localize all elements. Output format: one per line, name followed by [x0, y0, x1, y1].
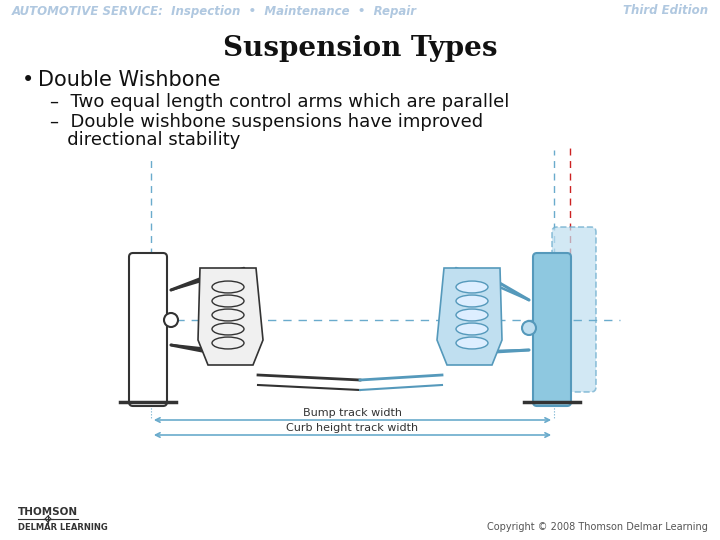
Ellipse shape [456, 281, 488, 293]
FancyBboxPatch shape [533, 253, 571, 406]
Text: Curb height track width: Curb height track width [287, 423, 418, 433]
FancyBboxPatch shape [129, 253, 167, 406]
Text: Bump track width: Bump track width [303, 408, 402, 418]
Text: directional stability: directional stability [50, 131, 240, 149]
Polygon shape [437, 268, 502, 365]
Text: Third Edition: Third Edition [623, 4, 708, 17]
Text: Suspension Types: Suspension Types [222, 35, 498, 62]
Circle shape [164, 313, 178, 327]
Text: AUTOMOTIVE SERVICE:  Inspection  •  Maintenance  •  Repair: AUTOMOTIVE SERVICE: Inspection • Mainten… [12, 4, 417, 17]
Ellipse shape [456, 337, 488, 349]
Text: THOMSON: THOMSON [18, 507, 78, 517]
Text: Double Wishbone: Double Wishbone [38, 70, 220, 90]
Text: DELMAR LEARNING: DELMAR LEARNING [18, 523, 108, 532]
Text: Copyright © 2008 Thomson Delmar Learning: Copyright © 2008 Thomson Delmar Learning [487, 522, 708, 532]
Circle shape [522, 321, 536, 335]
Polygon shape [198, 268, 263, 365]
Ellipse shape [456, 323, 488, 335]
Text: •: • [22, 70, 35, 90]
Ellipse shape [456, 309, 488, 321]
FancyBboxPatch shape [552, 227, 596, 392]
Ellipse shape [456, 295, 488, 307]
Text: –  Two equal length control arms which are parallel: – Two equal length control arms which ar… [50, 93, 509, 111]
Text: –  Double wishbone suspensions have improved: – Double wishbone suspensions have impro… [50, 113, 483, 131]
